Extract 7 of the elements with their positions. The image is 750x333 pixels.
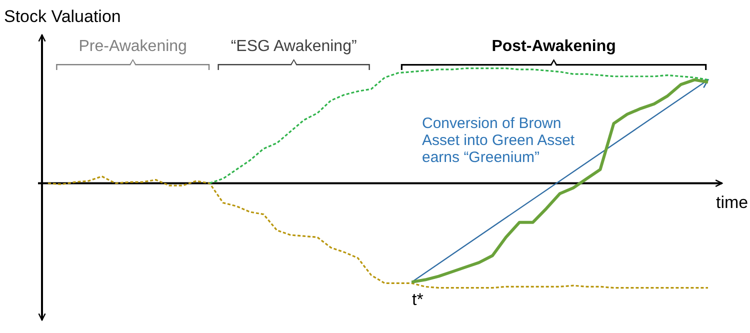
- text: “ESG Awakening”: [230, 38, 357, 55]
- text: Post-Awakening: [492, 38, 616, 55]
- annotation: Conversion of Brown Asset into Green Asset earns “Greenium”: [422, 115, 576, 166]
- text: t*: [412, 290, 424, 309]
- x-axis-title: time: [716, 193, 748, 212]
- y-axis-title: Stock Valuation: [4, 7, 121, 26]
- text: Pre-Awakening: [78, 38, 187, 55]
